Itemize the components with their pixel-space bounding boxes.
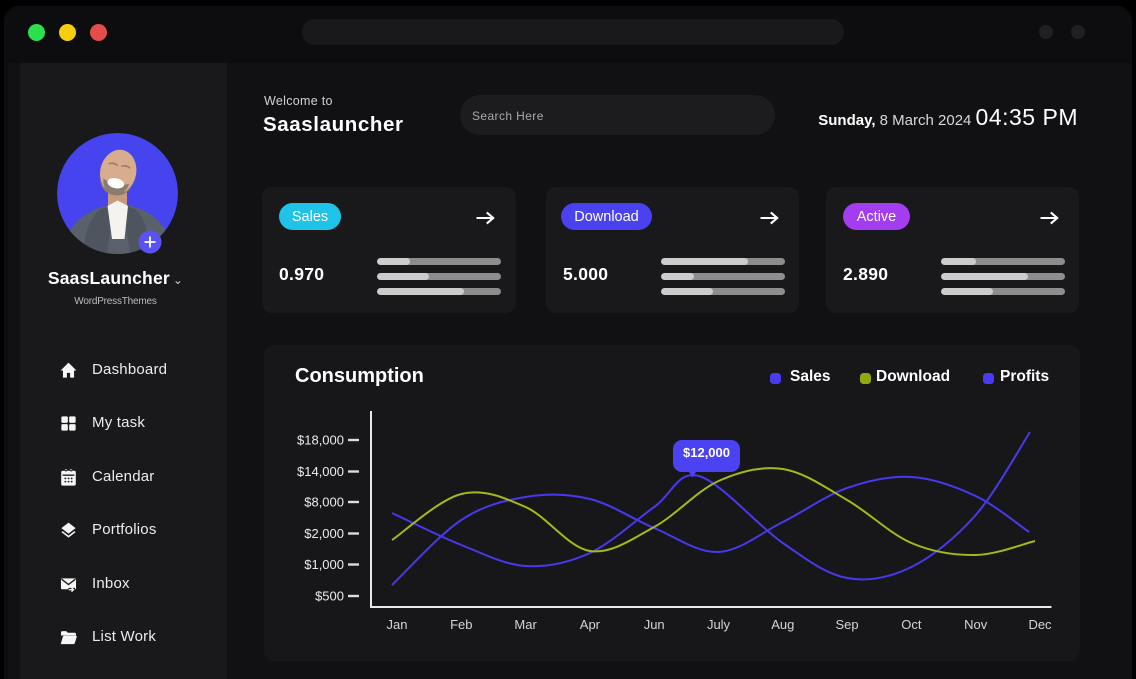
svg-text:Nov: Nov: [964, 617, 988, 632]
svg-text:July: July: [707, 617, 731, 632]
svg-text:Jun: Jun: [644, 617, 665, 632]
svg-text:$18,000: $18,000: [297, 433, 344, 448]
svg-text:Dec: Dec: [1028, 617, 1052, 632]
svg-text:$14,000: $14,000: [297, 464, 344, 479]
svg-text:Oct: Oct: [901, 617, 922, 632]
svg-text:$8,000: $8,000: [304, 495, 344, 510]
svg-text:Sep: Sep: [836, 617, 859, 632]
svg-text:$2,000: $2,000: [304, 526, 344, 541]
svg-text:Feb: Feb: [450, 617, 472, 632]
svg-text:Mar: Mar: [514, 617, 537, 632]
svg-text:Aug: Aug: [771, 617, 794, 632]
svg-text:$1,000: $1,000: [304, 557, 344, 572]
svg-text:$500: $500: [315, 589, 344, 604]
svg-text:Jan: Jan: [387, 617, 408, 632]
svg-text:Apr: Apr: [580, 617, 601, 632]
